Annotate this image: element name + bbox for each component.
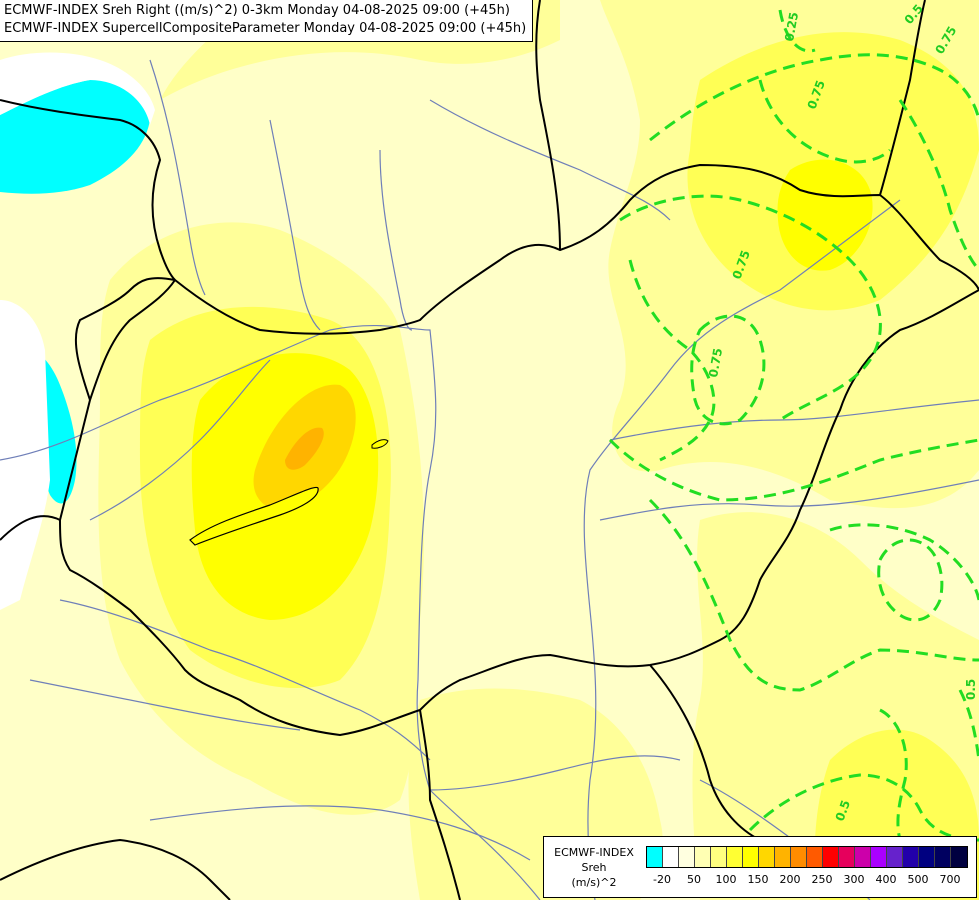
legend-tick-label: 700 (939, 873, 961, 886)
border-south-2 (649, 664, 761, 841)
legend-swatch (919, 847, 935, 867)
contour-6 (648, 498, 979, 692)
river-maros (599, 479, 979, 521)
border-southwest-2 (0, 839, 231, 900)
legend-swatch (903, 847, 919, 867)
lake-small (371, 439, 389, 449)
border-northeast (879, 0, 926, 196)
river-koros (609, 399, 979, 441)
legend-tick-label: 500 (907, 873, 929, 886)
legend-color-bar (646, 846, 968, 868)
legend-tick-label: 100 (715, 873, 737, 886)
contour-7 (877, 538, 944, 622)
border-southwest (0, 515, 61, 541)
contour-5 (608, 438, 979, 502)
legend-swatch (951, 847, 967, 867)
color-legend: ECMWF-INDEX Sreh (m/s)^2 -20 50 100 150 200 2… (543, 836, 977, 898)
contour-8 (829, 523, 979, 601)
legend-swatch (855, 847, 871, 867)
legend-ticks: -20 50 100 150 200 250 300 400 500 700 (646, 873, 966, 889)
river-tisza (583, 199, 901, 900)
scp-contours (608, 9, 979, 842)
contour-4 (690, 314, 766, 426)
legend-tick-label: 150 (747, 873, 769, 886)
legend-swatch (823, 847, 839, 867)
legend-line3: (m/s)^2 (571, 876, 617, 889)
legend-swatch (679, 847, 695, 867)
river-danube-delta (429, 755, 681, 791)
shade-white-northwest (0, 52, 155, 125)
legend-swatch (935, 847, 951, 867)
river-upper (429, 99, 671, 221)
legend-tick-label: 50 (687, 873, 701, 886)
legend-swatch (695, 847, 711, 867)
legend-line2: Sreh (581, 861, 607, 874)
border-west (74, 277, 176, 401)
contour-label: 0.5 (833, 798, 853, 823)
river-raba (89, 359, 271, 521)
legend-swatch (839, 847, 855, 867)
contour-label: 0.25 (782, 11, 801, 43)
legend-swatch (663, 847, 679, 867)
river-mura (29, 679, 301, 731)
legend-swatch (759, 847, 775, 867)
contour-9 (748, 773, 979, 842)
legend-line1: ECMWF-INDEX (554, 846, 634, 859)
map-title-primary: ECMWF-INDEX Sreh Right ((m/s)^2) 0-3km M… (4, 3, 510, 18)
legend-swatch (807, 847, 823, 867)
contour-1 (649, 53, 979, 142)
legend-tick-label: 300 (843, 873, 865, 886)
legend-swatch (647, 847, 663, 867)
map-title-box: ECMWF-INDEX Sreh Right ((m/s)^2) 0-3km M… (0, 0, 534, 42)
river-hron (379, 149, 413, 331)
river-vah (269, 119, 321, 331)
border-north (0, 99, 176, 281)
contour-2 (619, 194, 882, 422)
legend-swatch (743, 847, 759, 867)
legend-tick-label: 400 (875, 873, 897, 886)
border-south (419, 709, 461, 900)
legend-label: ECMWF-INDEX Sreh (m/s)^2 (548, 845, 640, 890)
legend-swatch (871, 847, 887, 867)
legend-tick-label: 200 (779, 873, 801, 886)
river-danube (0, 324, 541, 900)
lake-balaton (189, 486, 319, 546)
map-title-secondary: ECMWF-INDEX SupercellCompositeParameter … (4, 21, 527, 36)
border-north-2 (535, 0, 561, 251)
river-morava (149, 59, 206, 296)
shade-bright-northeast (777, 159, 873, 271)
contour-11 (958, 689, 979, 761)
contour-12 (758, 79, 892, 164)
contour-3 (628, 259, 716, 462)
contour-label: 0.5 (964, 679, 978, 700)
legend-tick-label: -20 (653, 873, 671, 886)
shade-orange-west (285, 427, 324, 470)
contour-14 (898, 99, 979, 272)
legend-swatch (711, 847, 727, 867)
legend-tick-label: 250 (811, 873, 833, 886)
legend-swatch (727, 847, 743, 867)
river-drava (59, 599, 431, 761)
legend-swatch (775, 847, 791, 867)
contour-13 (778, 9, 816, 53)
legend-swatch (887, 847, 903, 867)
contour-label: 0.75 (706, 347, 725, 379)
legend-swatch (791, 847, 807, 867)
river-sava (149, 805, 531, 861)
border-hungary (59, 164, 979, 736)
contour-10 (879, 708, 908, 841)
